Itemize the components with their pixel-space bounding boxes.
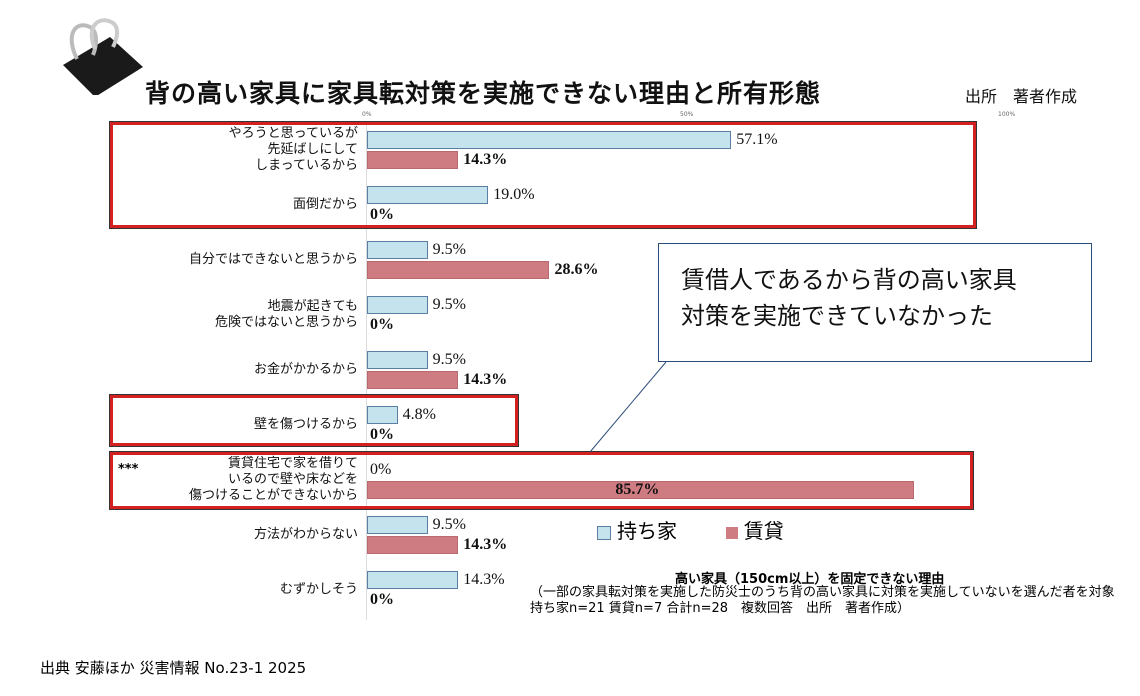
bar-own (367, 351, 428, 369)
legend: 持ち家 賃貸 (597, 515, 784, 544)
highlight-box (109, 121, 977, 229)
bar-own (367, 241, 428, 259)
bar-own (367, 131, 732, 149)
footer-citation: 出典 安藤ほか 災害情報 No.23-1 2025 (40, 659, 307, 677)
bar-rent (367, 151, 459, 169)
bar-own (367, 571, 459, 589)
category-label: 面倒だから (292, 197, 358, 212)
data-label: 9.5% (432, 516, 466, 533)
data-label: 0% (370, 426, 394, 443)
bar-own (367, 186, 489, 204)
data-label: 9.5% (432, 296, 466, 313)
data-label: 0% (370, 461, 392, 478)
bar-rent (367, 536, 459, 554)
legend-swatch-own (597, 525, 611, 540)
bar-own (367, 296, 428, 314)
data-label: 14.3% (463, 151, 508, 168)
data-label: 28.6% (554, 261, 599, 278)
data-label: 0% (370, 316, 394, 333)
callout-box: 賃借人であるから背の高い家具 対策を実施できていなかった (658, 243, 1092, 362)
data-label: 19.0% (493, 186, 535, 203)
chart-caption-note: （一部の家具転対策を実施した防災士のうち背の高い家具に対策を実施していないを選ん… (530, 585, 1128, 616)
data-label: 14.3% (463, 536, 508, 553)
data-label: 0% (370, 591, 394, 608)
legend-label: 持ち家 (617, 519, 677, 543)
data-label: 14.3% (463, 371, 508, 388)
y-axis (366, 125, 367, 620)
legend-label: 賃貸 (743, 519, 784, 543)
data-label: 85.7% (615, 481, 660, 498)
data-label: 9.5% (432, 351, 466, 368)
callout-line: 賃借人であるから背の高い家具 (681, 266, 1017, 294)
data-label: 14.3% (463, 571, 505, 588)
category-label: やろうと思っているが 先延ばしにして しまっているから (228, 126, 358, 173)
x-tick: 100% (998, 111, 1016, 118)
category-label: むずかしそう (279, 582, 358, 597)
highlight-box (109, 451, 974, 510)
page-title: 背の高い家具に家具転対策を実施できない理由と所有形態 (145, 79, 822, 108)
bar-own (367, 406, 398, 424)
legend-swatch-rent (725, 526, 738, 539)
annotation-marker: *** (118, 462, 139, 477)
data-label: 9.5% (432, 241, 466, 258)
bar-rent (367, 261, 550, 279)
x-tick: 50% (680, 111, 694, 118)
category-label: 地震が起きても 危険ではないと思うから (214, 299, 358, 330)
data-label: 4.8% (402, 406, 436, 423)
bar-rent (367, 481, 914, 499)
bar-rent (367, 371, 459, 389)
category-label: 自分ではできないと思うから (188, 252, 358, 267)
chart-caption-title: 高い家具（150cm以上）を固定できない理由 (675, 572, 945, 587)
data-label: 0% (370, 206, 394, 223)
binder-clip-icon (63, 18, 143, 95)
highlight-box (109, 394, 519, 447)
category-label: 方法がわからない (253, 527, 358, 542)
data-label: 57.1% (736, 131, 778, 148)
source-note: 出所 著者作成 (965, 87, 1078, 106)
category-label: 賃貸住宅で家を借りて いるので壁や床などを 傷つけることができないから (188, 456, 358, 503)
bar-own (367, 516, 428, 534)
callout-line: 対策を実施できていなかった (681, 302, 993, 330)
x-tick: 0% (362, 111, 372, 118)
category-label: お金がかかるから (253, 362, 358, 377)
category-label: 壁を傷つけるから (253, 417, 358, 432)
